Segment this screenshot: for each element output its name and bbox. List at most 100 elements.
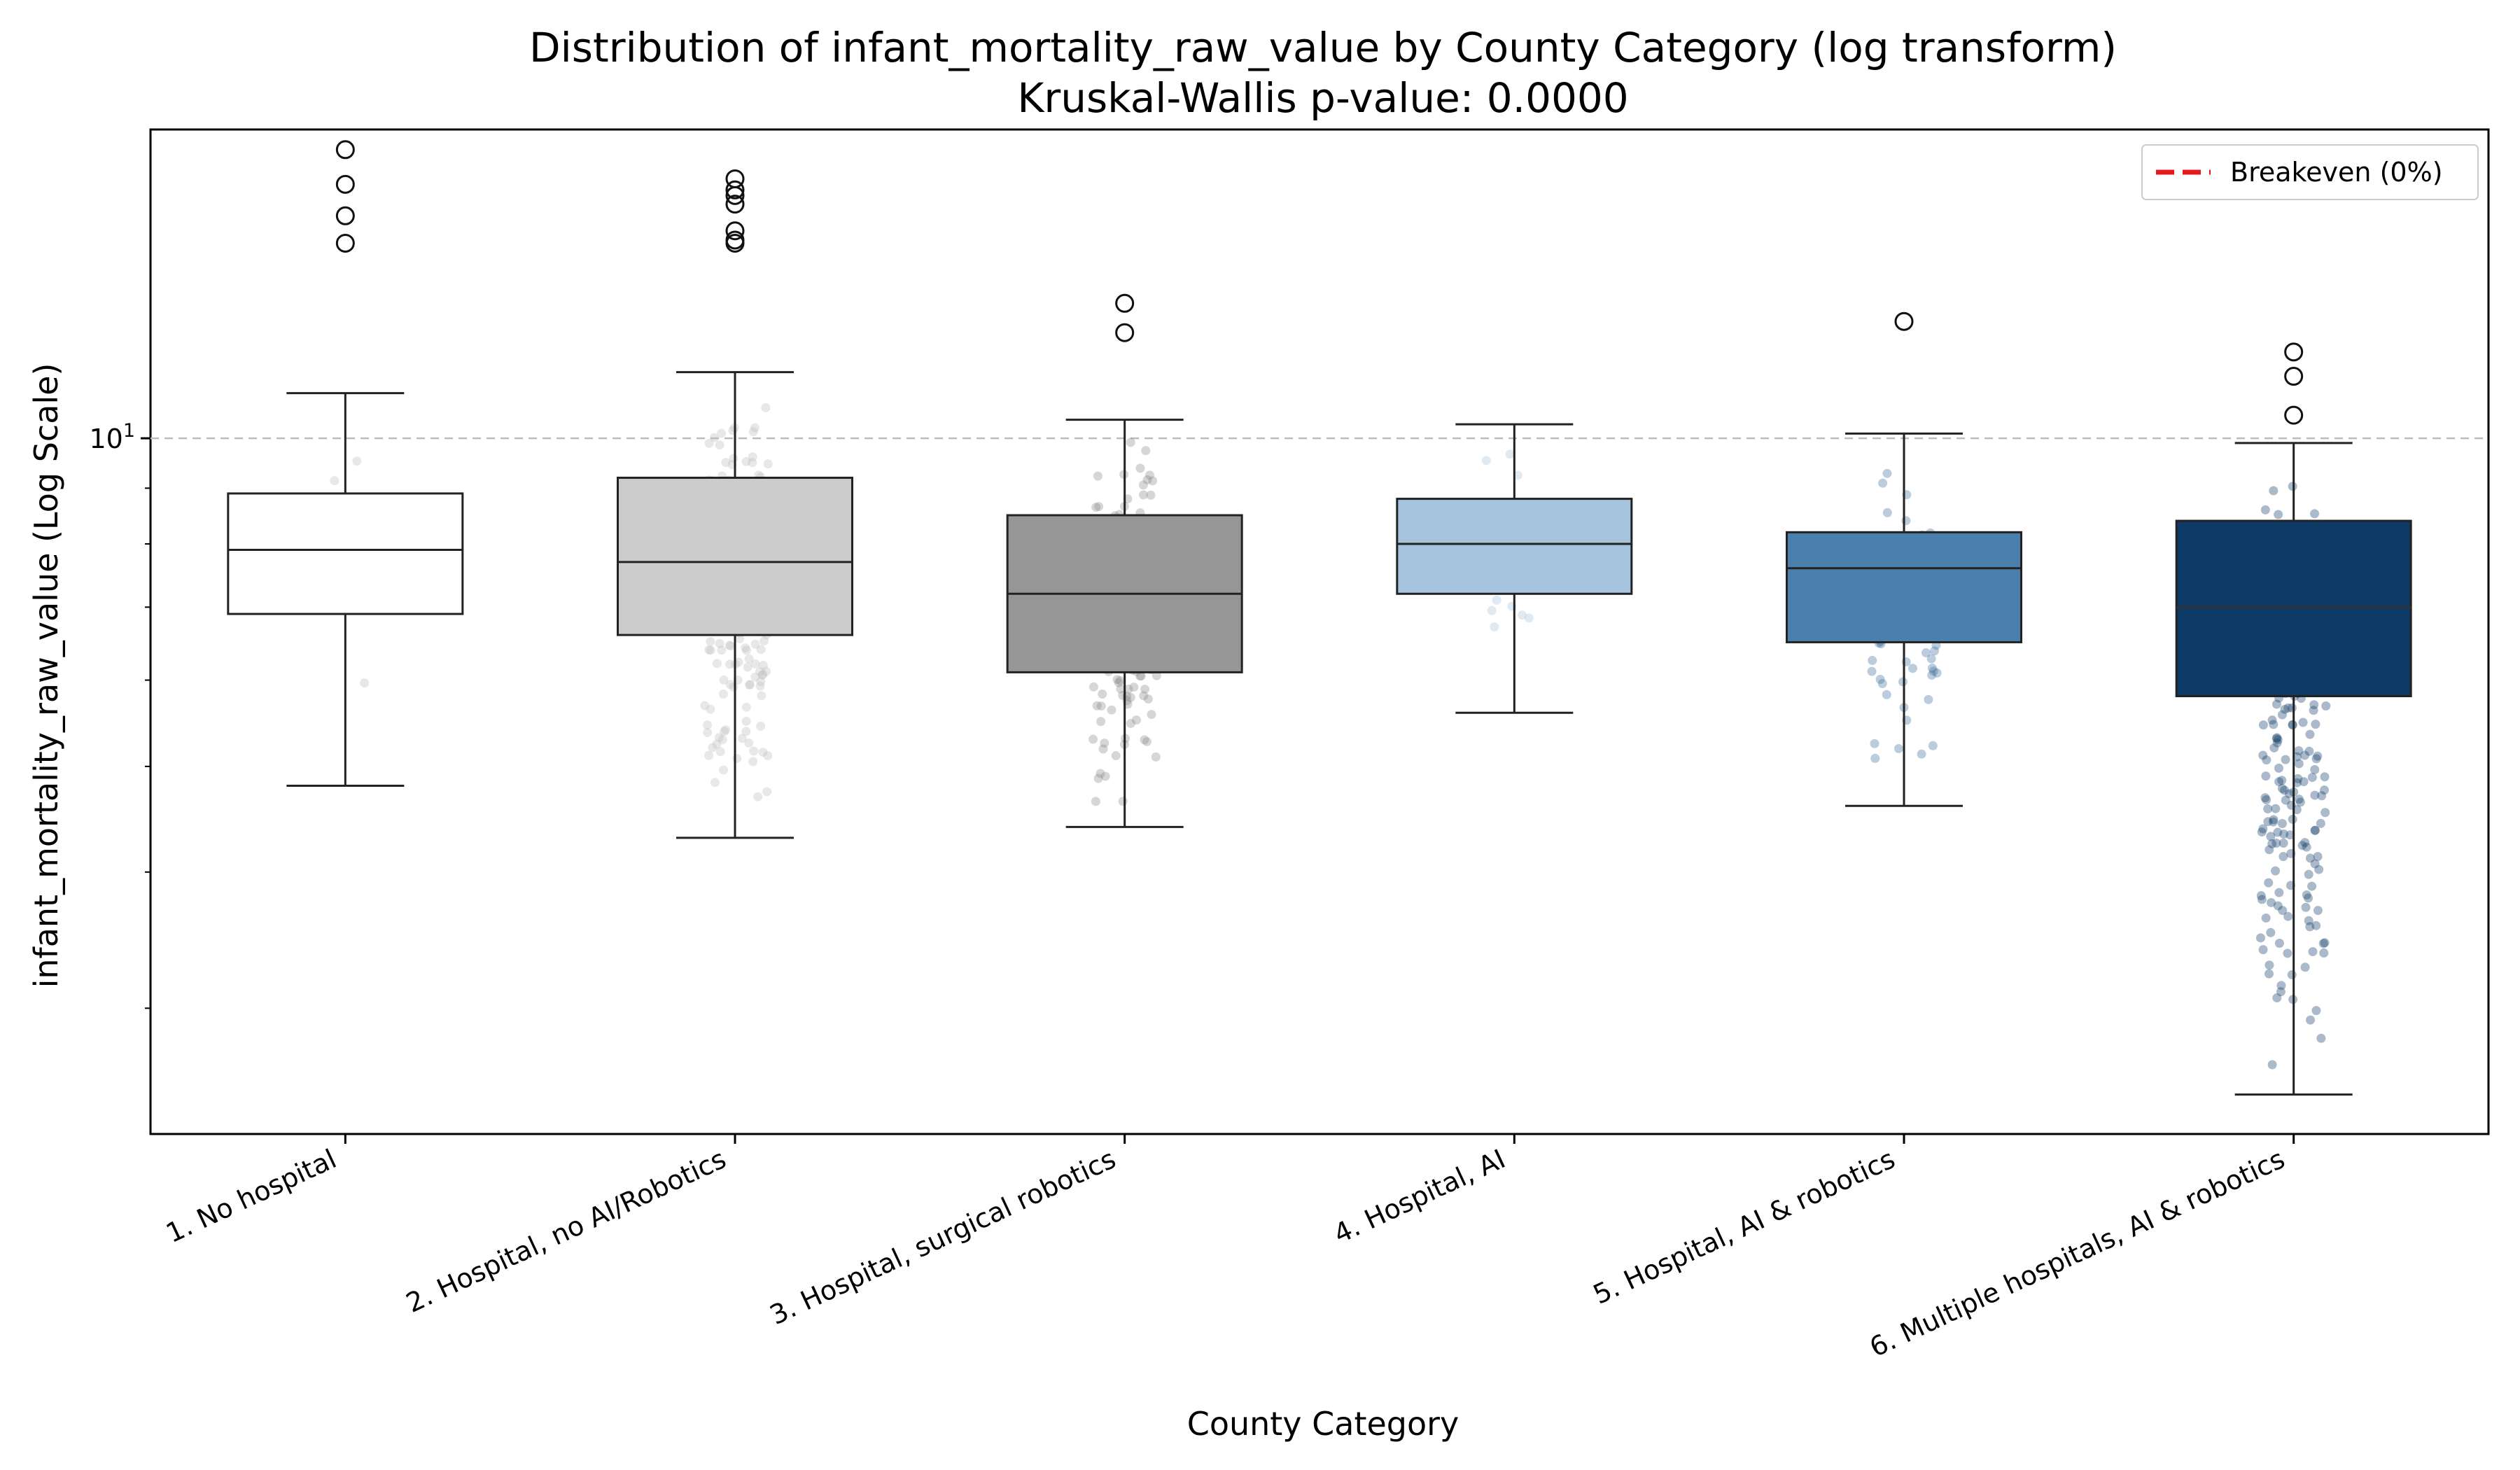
jitter-point bbox=[749, 746, 759, 756]
legend-frame bbox=[2141, 144, 2479, 200]
jitter-point bbox=[1487, 606, 1497, 615]
legend: Breakeven (0%) bbox=[2141, 144, 2479, 200]
jitter-point bbox=[755, 681, 765, 691]
jitter-point bbox=[2273, 735, 2283, 745]
jitter-point bbox=[2260, 505, 2270, 514]
jitter-point bbox=[2287, 703, 2297, 713]
jitter-point bbox=[2264, 960, 2274, 970]
jitter-point bbox=[1144, 470, 1154, 480]
jitter-point bbox=[2292, 778, 2302, 788]
jitter-point bbox=[2311, 720, 2320, 729]
jitter-point bbox=[2272, 993, 2282, 1002]
jitter-point bbox=[2277, 783, 2287, 793]
jitter-point bbox=[2320, 808, 2330, 818]
jitter-point bbox=[2293, 774, 2303, 783]
jitter-point bbox=[703, 727, 713, 737]
jitter-point bbox=[758, 748, 768, 757]
jitter-point bbox=[1141, 446, 1151, 456]
outlier-point bbox=[335, 206, 355, 225]
jitter-point bbox=[1139, 691, 1149, 701]
jitter-point bbox=[1091, 503, 1101, 512]
jitter-point bbox=[2272, 733, 2282, 743]
jitter-point bbox=[2313, 906, 2323, 916]
jitter-point bbox=[715, 747, 725, 757]
jitter-point bbox=[1135, 671, 1145, 681]
jitter-point bbox=[1921, 648, 1931, 658]
outlier-point bbox=[2284, 367, 2304, 386]
jitter-point bbox=[721, 725, 731, 735]
jitter-point bbox=[1114, 678, 1124, 687]
jitter-point bbox=[706, 704, 715, 714]
outlier-point bbox=[335, 140, 355, 160]
iqr-box bbox=[617, 477, 853, 636]
jitter-point bbox=[1901, 516, 1911, 526]
jitter-point bbox=[2300, 962, 2310, 972]
jitter-point bbox=[1146, 490, 1156, 500]
jitter-point bbox=[741, 716, 751, 726]
jitter-point bbox=[763, 750, 773, 760]
jitter-point bbox=[2281, 755, 2290, 764]
jitter-point bbox=[732, 753, 742, 763]
jitter-point bbox=[1116, 684, 1126, 694]
box-group bbox=[1396, 423, 1633, 714]
jitter-point bbox=[1126, 438, 1135, 447]
jitter-point bbox=[756, 645, 766, 654]
jitter-point bbox=[2286, 830, 2295, 840]
jitter-point bbox=[2319, 948, 2329, 958]
jitter-point bbox=[2304, 916, 2314, 925]
jitter-point bbox=[2274, 777, 2284, 787]
box-group bbox=[1006, 293, 1243, 828]
jitter-point bbox=[1524, 613, 1534, 623]
jitter-point bbox=[756, 677, 766, 687]
jitter-point bbox=[2258, 750, 2268, 760]
jitter-point bbox=[2305, 922, 2315, 932]
plot-frame bbox=[149, 128, 2490, 1135]
jitter-point bbox=[1107, 705, 1116, 715]
jitter-point bbox=[2311, 1006, 2321, 1016]
jitter-point bbox=[735, 634, 745, 644]
jitter-point bbox=[762, 787, 772, 797]
box-group bbox=[2175, 342, 2412, 1096]
jitter-point bbox=[2310, 825, 2320, 835]
jitter-point bbox=[741, 645, 751, 655]
jitter-point bbox=[1875, 674, 1885, 684]
iqr-box bbox=[2175, 519, 2412, 698]
jitter-point bbox=[2283, 703, 2293, 713]
jitter-point bbox=[1930, 646, 1940, 656]
outlier-point bbox=[725, 180, 745, 200]
jitter-point bbox=[744, 654, 754, 664]
jitter-point bbox=[2301, 902, 2311, 912]
jitter-point bbox=[1115, 676, 1125, 685]
jitter-point bbox=[2273, 901, 2283, 911]
jitter-point bbox=[2264, 878, 2274, 888]
x-tick-label: 6. Multiple hospitals, AI & robotics bbox=[1865, 1143, 2289, 1363]
jitter-point bbox=[2272, 734, 2281, 743]
jitter-point bbox=[2309, 700, 2319, 710]
jitter-point bbox=[2307, 773, 2317, 783]
jitter-point bbox=[1868, 656, 1877, 666]
jitter-point bbox=[1096, 717, 1106, 727]
jitter-point bbox=[1124, 685, 1133, 694]
outlier-point bbox=[725, 221, 745, 241]
outlier-point bbox=[725, 169, 745, 188]
jitter-point bbox=[2304, 893, 2314, 903]
jitter-point bbox=[2294, 746, 2304, 755]
plot-area: 101 1. No hospital 2. Hospital, no AI/Robo… bbox=[89, 128, 2490, 1363]
jitter-point bbox=[1142, 475, 1152, 484]
jitter-point bbox=[2307, 881, 2317, 891]
x-tick-label: 5. Hospital, AI & robotics bbox=[1588, 1143, 1900, 1310]
jitter-point bbox=[1126, 718, 1135, 728]
jitter-point bbox=[2280, 785, 2290, 795]
jitter-point bbox=[2299, 777, 2309, 787]
jitter-point bbox=[2258, 945, 2268, 955]
jitter-point bbox=[1870, 753, 1880, 763]
jitter-point bbox=[1143, 694, 1153, 704]
jitter-point bbox=[1112, 675, 1122, 685]
jitter-point bbox=[1928, 666, 1938, 676]
jitter-point bbox=[1091, 797, 1100, 806]
jitter-point bbox=[2278, 839, 2288, 848]
outlier-point bbox=[725, 195, 745, 214]
outlier-point bbox=[335, 233, 355, 253]
jitter-point bbox=[2305, 853, 2315, 863]
